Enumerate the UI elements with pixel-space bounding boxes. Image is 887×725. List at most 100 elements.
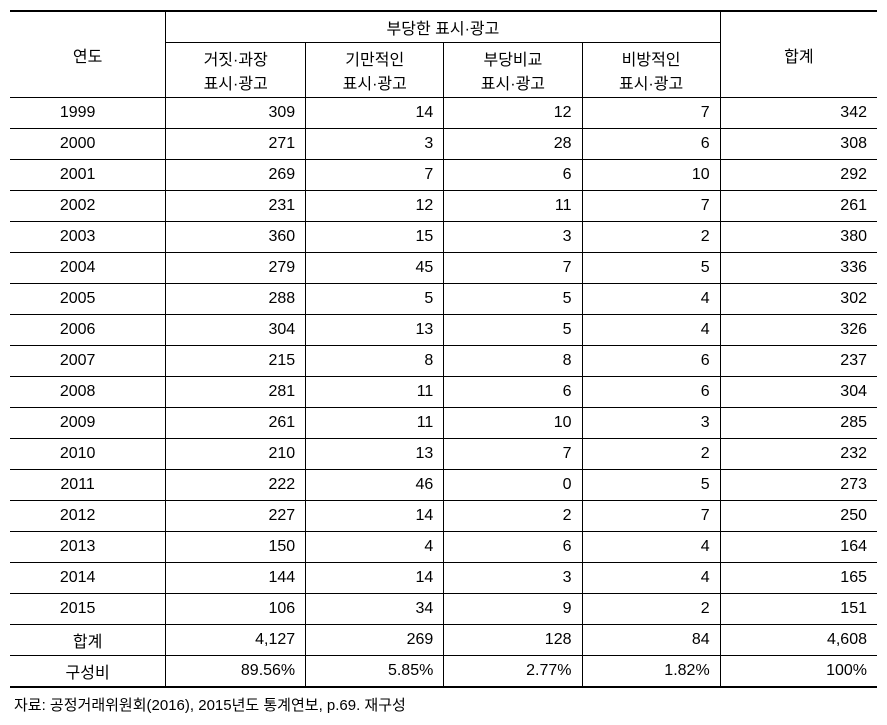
data-cell-c1: 269 — [166, 160, 306, 191]
data-cell-c2: 34 — [306, 594, 444, 625]
data-cell-total: 292 — [720, 160, 877, 191]
data-cell-c4: 2 — [582, 222, 720, 253]
data-cell-c2: 13 — [306, 315, 444, 346]
year-cell: 2002 — [10, 191, 166, 222]
data-cell-c3: 7 — [444, 439, 582, 470]
year-cell: 2006 — [10, 315, 166, 346]
data-cell-c4: 7 — [582, 501, 720, 532]
data-cell-c3: 2 — [444, 501, 582, 532]
totals-row: 합계 4,127 269 128 84 4,608 — [10, 625, 877, 656]
totals-label: 합계 — [10, 625, 166, 656]
year-cell: 2005 — [10, 284, 166, 315]
data-cell-c1: 309 — [166, 98, 306, 129]
data-cell-total: 308 — [720, 129, 877, 160]
data-cell-c3: 3 — [444, 563, 582, 594]
data-cell-c1: 215 — [166, 346, 306, 377]
ratio-c3: 2.77% — [444, 656, 582, 688]
data-cell-total: 302 — [720, 284, 877, 315]
data-cell-c4: 6 — [582, 129, 720, 160]
table-row: 2015 106 34 9 2 151 — [10, 594, 877, 625]
data-cell-c3: 5 — [444, 315, 582, 346]
data-cell-c4: 2 — [582, 594, 720, 625]
data-cell-total: 237 — [720, 346, 877, 377]
data-cell-c1: 271 — [166, 129, 306, 160]
table-row: 2011 222 46 0 5 273 — [10, 470, 877, 501]
data-cell-total: 232 — [720, 439, 877, 470]
data-cell-total: 326 — [720, 315, 877, 346]
data-cell-total: 304 — [720, 377, 877, 408]
totals-c1: 4,127 — [166, 625, 306, 656]
year-cell: 2012 — [10, 501, 166, 532]
data-cell-c2: 14 — [306, 98, 444, 129]
header-col2-line1: 기만적인 — [345, 52, 404, 69]
data-cell-c3: 5 — [444, 284, 582, 315]
data-cell-c4: 4 — [582, 315, 720, 346]
data-cell-c4: 5 — [582, 253, 720, 284]
data-cell-c3: 6 — [444, 532, 582, 563]
data-cell-c2: 5 — [306, 284, 444, 315]
data-cell-c3: 28 — [444, 129, 582, 160]
table-row: 2012 227 14 2 7 250 — [10, 501, 877, 532]
year-cell: 2011 — [10, 470, 166, 501]
year-cell: 2014 — [10, 563, 166, 594]
data-cell-c3: 12 — [444, 98, 582, 129]
year-cell: 2003 — [10, 222, 166, 253]
data-cell-c4: 3 — [582, 408, 720, 439]
table-body: 1999 309 14 12 7 342 2000 271 3 28 6 308… — [10, 98, 877, 688]
header-total: 합계 — [720, 11, 877, 98]
data-cell-c3: 11 — [444, 191, 582, 222]
data-cell-total: 151 — [720, 594, 877, 625]
data-cell-c1: 227 — [166, 501, 306, 532]
data-cell-c1: 279 — [166, 253, 306, 284]
year-cell: 2004 — [10, 253, 166, 284]
data-cell-total: 342 — [720, 98, 877, 129]
data-cell-c3: 6 — [444, 377, 582, 408]
header-year: 연도 — [10, 11, 166, 98]
header-col3-line2: 표시·광고 — [481, 76, 545, 93]
data-cell-c3: 3 — [444, 222, 582, 253]
data-cell-total: 165 — [720, 563, 877, 594]
header-col2-line2: 표시·광고 — [343, 76, 407, 93]
totals-c4: 84 — [582, 625, 720, 656]
data-cell-c1: 231 — [166, 191, 306, 222]
header-col4-line1: 비방적인 — [622, 52, 681, 69]
data-cell-total: 261 — [720, 191, 877, 222]
header-col1-line2: 표시·광고 — [204, 76, 268, 93]
header-col2: 기만적인 표시·광고 — [306, 43, 444, 98]
header-col3: 부당비교 표시·광고 — [444, 43, 582, 98]
ratio-c2: 5.85% — [306, 656, 444, 688]
table-row: 2001 269 7 6 10 292 — [10, 160, 877, 191]
year-cell: 2009 — [10, 408, 166, 439]
data-cell-c2: 13 — [306, 439, 444, 470]
data-cell-c3: 6 — [444, 160, 582, 191]
table-row: 2009 261 11 10 3 285 — [10, 408, 877, 439]
year-cell: 2010 — [10, 439, 166, 470]
data-cell-c1: 304 — [166, 315, 306, 346]
table-row: 2002 231 12 11 7 261 — [10, 191, 877, 222]
table-row: 2005 288 5 5 4 302 — [10, 284, 877, 315]
header-col4: 비방적인 표시·광고 — [582, 43, 720, 98]
source-note: 자료: 공정거래위원회(2016), 2015년도 통계연보, p.69. 재구… — [10, 694, 877, 715]
header-col3-line1: 부당비교 — [483, 52, 542, 69]
table-row: 2000 271 3 28 6 308 — [10, 129, 877, 160]
data-cell-c2: 11 — [306, 377, 444, 408]
table-row: 2013 150 4 6 4 164 — [10, 532, 877, 563]
table-row: 2010 210 13 7 2 232 — [10, 439, 877, 470]
table-row: 2008 281 11 6 6 304 — [10, 377, 877, 408]
year-cell: 2007 — [10, 346, 166, 377]
data-cell-total: 250 — [720, 501, 877, 532]
data-cell-c1: 360 — [166, 222, 306, 253]
data-cell-c2: 15 — [306, 222, 444, 253]
data-cell-c2: 14 — [306, 501, 444, 532]
data-cell-c3: 7 — [444, 253, 582, 284]
year-cell: 2013 — [10, 532, 166, 563]
data-cell-total: 336 — [720, 253, 877, 284]
data-cell-c3: 0 — [444, 470, 582, 501]
data-cell-c4: 6 — [582, 346, 720, 377]
ratio-label: 구성비 — [10, 656, 166, 688]
year-cell: 2015 — [10, 594, 166, 625]
data-cell-c4: 5 — [582, 470, 720, 501]
table-row: 1999 309 14 12 7 342 — [10, 98, 877, 129]
data-cell-c2: 7 — [306, 160, 444, 191]
data-cell-c2: 8 — [306, 346, 444, 377]
